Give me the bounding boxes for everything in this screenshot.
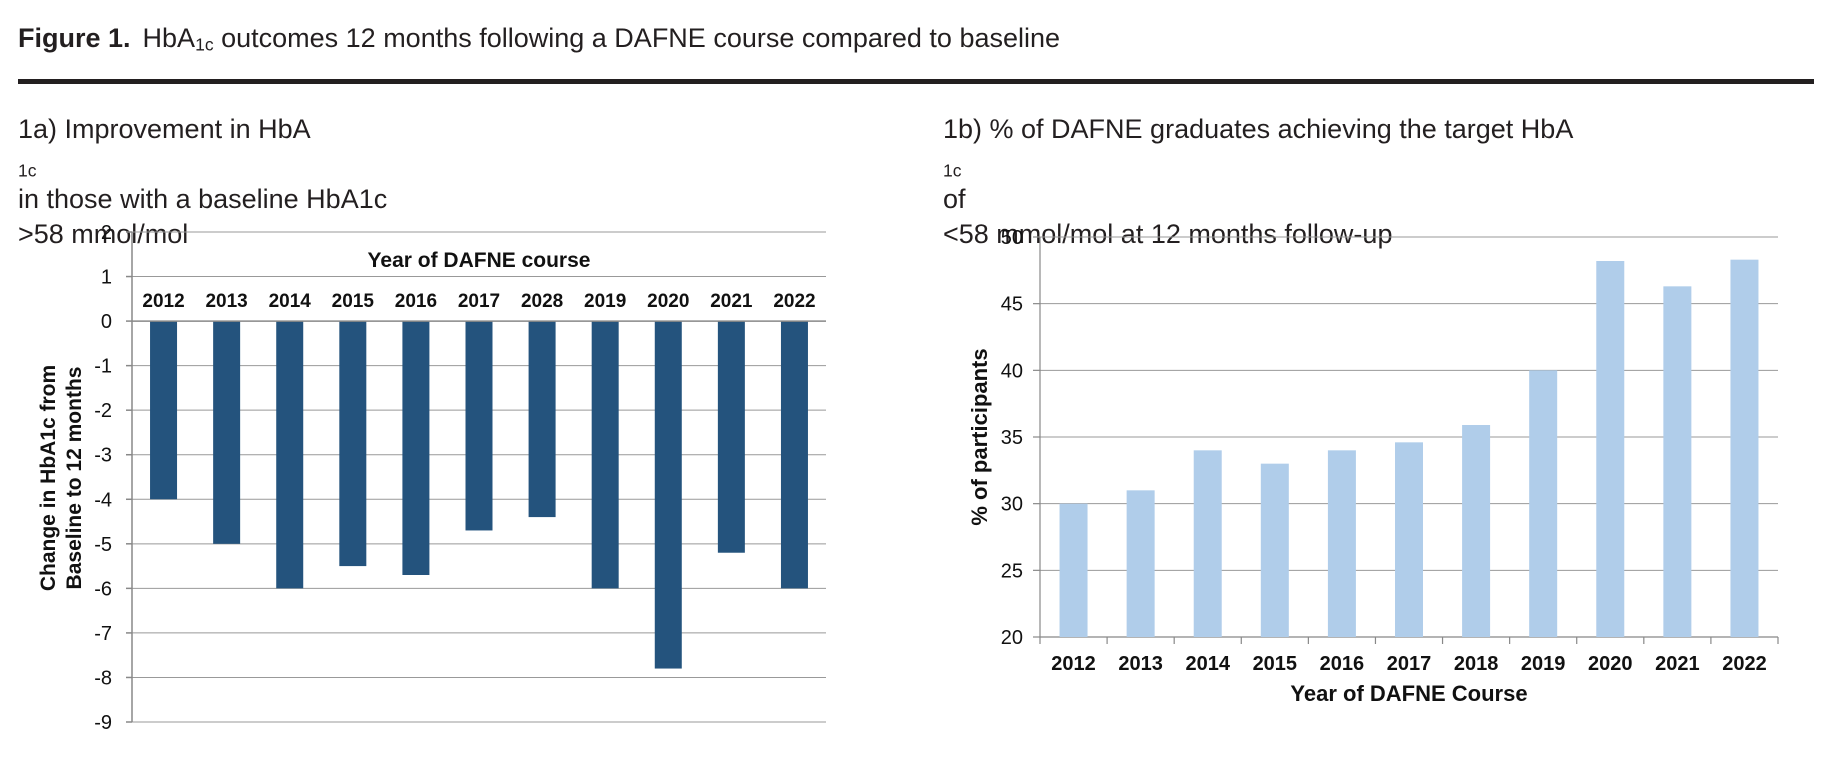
x-tick-label: 2020	[647, 291, 689, 312]
header-rule	[18, 79, 1814, 84]
x-tick-label: 2017	[458, 291, 500, 312]
x-axis-title: Year of DAFNE Course	[1290, 681, 1527, 706]
bar	[1193, 450, 1222, 637]
x-tick-label: 2019	[1521, 653, 1566, 675]
bar	[780, 321, 808, 589]
y-axis-title: % of participants	[967, 348, 992, 525]
y-tick-label: -4	[94, 489, 112, 511]
x-tick-label: 2012	[142, 291, 184, 312]
x-tick-label: 2017	[1387, 653, 1432, 675]
figure-title: HbA1c outcomes 12 months following a DAF…	[142, 23, 1061, 55]
y-tick-label: -5	[94, 534, 112, 556]
x-tick-label: 2015	[1253, 653, 1298, 675]
bar	[1663, 286, 1692, 637]
x-axis-title: Year of DAFNE course	[368, 249, 591, 272]
y-tick-label: 35	[1001, 427, 1023, 449]
chart-b: 50 45 40 35 30 25 20 2012 2013 2014 2015 2016 2017 20…	[967, 227, 1779, 706]
bar	[1596, 261, 1625, 637]
y-axis-title-line: Baseline to 12 months	[63, 367, 86, 590]
y-tick-label: 40	[1001, 360, 1023, 382]
y-tick-label: -1	[94, 356, 112, 378]
bar	[528, 321, 556, 518]
x-tick-label: 2021	[710, 291, 753, 312]
bar	[1327, 450, 1356, 637]
bar	[1529, 370, 1558, 637]
x-tick-label: 2012	[1051, 653, 1096, 675]
y-axis-title: Change in HbA1c from Baseline to 12 month…	[37, 365, 86, 591]
y-axis-title-line: Change in HbA1c from	[37, 365, 60, 591]
figure-label: Figure 1.	[18, 23, 131, 53]
x-tick-label: 2016	[395, 291, 437, 312]
y-tick-label: -2	[94, 400, 112, 422]
y-tick-label: -8	[94, 667, 112, 689]
y-tick-label: 30	[1001, 494, 1023, 516]
y-tick-label: -3	[94, 445, 112, 467]
x-tick-label: 2019	[584, 291, 626, 312]
bar	[1059, 503, 1088, 637]
bar	[654, 321, 682, 669]
y-tick-label: 2	[101, 222, 112, 244]
bar	[213, 321, 241, 544]
x-tick-label: 2013	[1118, 653, 1163, 675]
x-tick-label: 2016	[1320, 653, 1365, 675]
x-tick-label: 2014	[1185, 653, 1230, 675]
panel-a-title: 1a) Improvement in HbA 1c in those with a…	[18, 114, 388, 249]
x-tick-label: 2015	[332, 291, 375, 312]
bar	[1730, 259, 1759, 637]
x-tick-label: 2013	[205, 291, 247, 312]
chart-a: 2 1 0 -1 -2 -3 -4 -5 -6 -7 -8 -9 2012 2013 2014 2015 201…	[37, 222, 826, 734]
y-tick-label: 25	[1001, 560, 1023, 582]
bar	[465, 321, 493, 531]
x-tick-label: 2022	[1722, 653, 1767, 675]
bar	[717, 321, 745, 553]
bar	[276, 321, 304, 589]
y-tick-label: 1	[101, 267, 112, 289]
x-tick-label: 2021	[1655, 653, 1700, 675]
x-tick-label: 2014	[269, 291, 312, 312]
y-tick-label: 0	[101, 311, 112, 333]
figure-header: Figure 1. HbA1c outcomes 12 months follow…	[18, 18, 1060, 58]
bar	[1395, 442, 1423, 637]
x-tick-label: 2020	[1588, 653, 1633, 675]
y-tick-label: -7	[94, 623, 112, 645]
bar	[150, 321, 178, 500]
bar	[591, 321, 619, 589]
bar	[339, 321, 367, 567]
y-tick-label: 20	[1001, 627, 1023, 649]
y-tick-label: 45	[1001, 294, 1023, 316]
x-tick-label: 2018	[1454, 653, 1499, 675]
x-tick-label: 2028	[521, 291, 563, 312]
panel-b-title: 1b) % of DAFNE graduates achieving the t…	[943, 114, 1574, 249]
bar	[1462, 425, 1491, 637]
y-tick-label: -9	[94, 712, 112, 734]
x-tick-label: 2022	[773, 291, 815, 312]
y-tick-label: 50	[1001, 227, 1023, 249]
y-tick-label: -6	[94, 578, 112, 600]
bar	[1260, 463, 1289, 637]
bar	[402, 321, 430, 575]
bar	[1126, 490, 1155, 637]
